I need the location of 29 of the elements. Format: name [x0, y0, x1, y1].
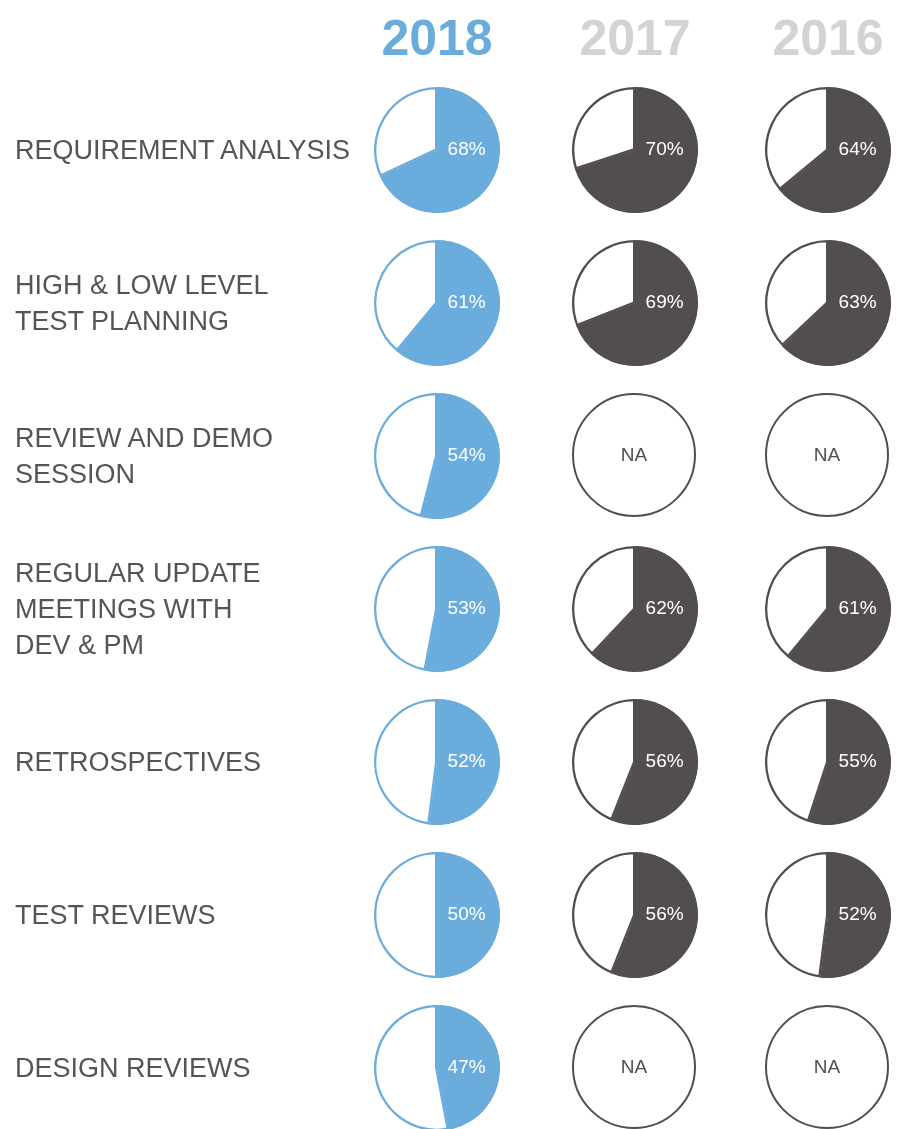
data-label: 61%	[447, 291, 486, 313]
text: DESIGN REVIEWS	[15, 1052, 251, 1085]
text: TEST REVIEWS	[15, 899, 216, 932]
data-label: 54%	[447, 444, 486, 466]
data-label: 63%	[838, 291, 877, 313]
data-label: 53%	[447, 597, 486, 619]
data-label: 68%	[447, 138, 486, 160]
empty-circle: NA	[765, 1005, 889, 1129]
text: REGULAR UPDATE MEETINGS WITH DEV & PM	[15, 557, 261, 662]
data-label: 55%	[838, 750, 877, 772]
data-label: 50%	[447, 903, 486, 925]
data-label: 70%	[645, 138, 684, 160]
data-label: 56%	[645, 750, 684, 772]
empty-circle: NA	[572, 393, 696, 517]
text: HIGH & LOW LEVEL TEST PLANNING	[15, 269, 269, 338]
empty-circle: NA	[765, 393, 889, 517]
data-label: 61%	[838, 597, 877, 619]
data-label: 62%	[645, 597, 684, 619]
data-label: 64%	[838, 138, 877, 160]
chart-title: 2018	[381, 9, 493, 68]
text: REQUIREMENT ANALYSIS	[15, 134, 351, 167]
data-label: 52%	[447, 750, 486, 772]
text: RETROSPECTIVES	[15, 746, 262, 779]
data-label: 47%	[447, 1056, 486, 1078]
data-label: 69%	[645, 291, 684, 313]
empty-circle: NA	[572, 1005, 696, 1129]
text: REVIEW AND DEMO SESSION	[15, 422, 274, 491]
data-label: 56%	[645, 903, 684, 925]
data-label: 52%	[838, 903, 877, 925]
